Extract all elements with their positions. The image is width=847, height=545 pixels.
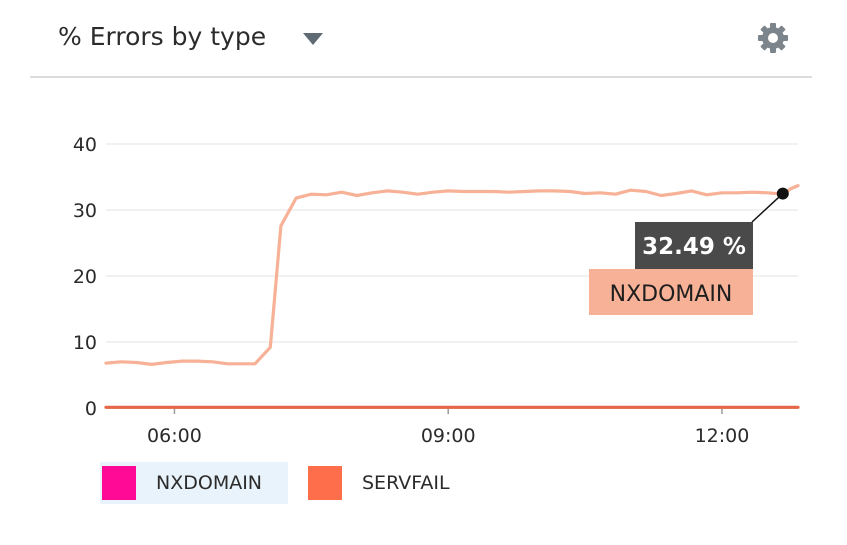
legend-item-servfail[interactable]: SERVFAIL <box>306 462 486 504</box>
y-tick-label-40: 40 <box>73 134 97 156</box>
widget-title: % Errors by type <box>58 22 267 51</box>
legend-swatch-nxdomain <box>102 466 136 500</box>
series-lines <box>104 184 800 409</box>
tooltip-series-name: NXDOMAIN <box>610 282 733 307</box>
x-tick-label-0600: 06:00 <box>147 425 202 447</box>
tooltip-series-box <box>589 269 753 315</box>
tooltip-value-box <box>635 222 753 270</box>
gear-icon[interactable] <box>757 22 789 54</box>
x-tick-label-1200: 12:00 <box>695 425 750 447</box>
tooltip-leader-line <box>751 193 784 223</box>
series-line-nxdomain <box>104 184 800 366</box>
x-axis: 06:00 09:00 12:00 <box>106 407 798 447</box>
caret-down-icon[interactable] <box>302 32 324 46</box>
legend-swatch-servfail <box>308 466 342 500</box>
y-tick-label-20: 20 <box>73 266 97 288</box>
y-axis-ticks: 0 10 20 30 40 <box>73 134 97 420</box>
widget-header: % Errors by type <box>0 0 847 78</box>
tooltip-value: 32.49 % <box>642 234 746 260</box>
y-tick-label-30: 30 <box>73 200 97 222</box>
x-tick-label-0900: 09:00 <box>421 425 476 447</box>
header-divider <box>30 76 812 78</box>
hover-tooltip: 32.49 % NXDOMAIN <box>589 187 789 315</box>
y-tick-label-0: 0 <box>85 398 97 420</box>
legend-label-nxdomain: NXDOMAIN <box>156 472 263 494</box>
line-chart: 0 10 20 30 40 06:00 09:00 12:00 32.49 % NXDOMAI… <box>73 134 800 447</box>
legend-item-nxdomain[interactable]: NXDOMAIN <box>100 462 288 504</box>
highlight-point <box>776 187 789 200</box>
legend-label-servfail: SERVFAIL <box>362 472 450 494</box>
y-tick-label-10: 10 <box>73 332 97 354</box>
